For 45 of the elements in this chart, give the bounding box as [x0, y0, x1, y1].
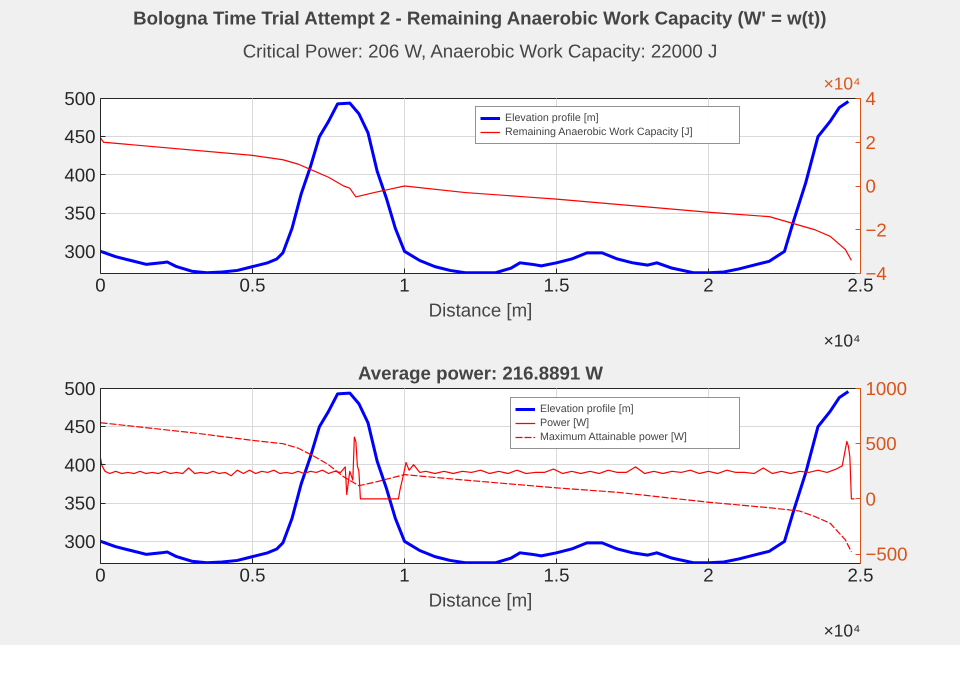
chart-title: Bologna Time Trial Attempt 2 - Remaining Anaerobic Work Capacity (W' = w(t))	[133, 8, 826, 28]
text: ×10⁴	[824, 330, 861, 350]
y-tick-label: 350	[64, 492, 96, 514]
legend-label: Power [W]	[540, 416, 590, 430]
y2-tick-label: 500	[866, 433, 897, 454]
x-axis-title: Distance [m]	[428, 300, 532, 320]
legend-label: Elevation profile [m]	[505, 111, 600, 125]
y-tick-label: 450	[64, 126, 96, 148]
y-tick-label: 300	[64, 530, 96, 552]
legend-label: Remaining Anaerobic Work Capacity [J]	[505, 125, 694, 139]
y-tick-label: 500	[64, 88, 96, 109]
x-tick-label: 1	[399, 274, 410, 296]
y2-tick-label: 1000	[866, 378, 908, 399]
y-tick-label: 400	[64, 164, 96, 186]
x-tick-label: 2	[703, 564, 714, 586]
x-tick-label: 2	[703, 274, 714, 296]
line-series	[100, 137, 852, 261]
x-axis-title: Distance [m]	[428, 590, 532, 610]
legend-label: Elevation profile [m]	[540, 402, 635, 416]
x-tick-label: 1.5	[544, 564, 570, 586]
y-tick-label: 400	[64, 454, 96, 476]
x-tick-label: 1	[399, 564, 410, 586]
x-tick-label: 0.5	[240, 274, 266, 296]
x-tick-label: 0	[95, 564, 106, 586]
y2-tick-label: 2	[866, 132, 876, 153]
y-tick-label: 300	[64, 240, 96, 262]
y2-tick-label: 4	[866, 88, 876, 109]
line-series	[100, 100, 850, 274]
y2-tick-label: 0	[866, 488, 876, 510]
legend-label: Maximum Attainable power [W]	[540, 430, 688, 444]
text: ×10⁴	[824, 620, 861, 640]
line-series	[100, 390, 850, 564]
x-tick-label: 0.5	[240, 564, 266, 586]
y-tick-label: 500	[64, 378, 96, 399]
x-tick-label: 1.5	[544, 274, 570, 296]
y2-tick-label: −500	[866, 544, 908, 565]
chart-subtitle: Critical Power: 206 W, Anaerobic Work Capacity: 22000 J	[242, 40, 718, 62]
y2-tick-label: 0	[866, 176, 876, 196]
chart-title: Average power: 216.8891 W	[358, 362, 604, 384]
y2-tick-label: −2	[866, 219, 887, 240]
text: ×10⁴	[824, 74, 861, 94]
y-tick-label: 450	[64, 416, 96, 438]
x-tick-label: 0	[95, 274, 106, 296]
x-tick-label: 2.5	[848, 564, 874, 586]
y-tick-label: 350	[64, 202, 96, 224]
